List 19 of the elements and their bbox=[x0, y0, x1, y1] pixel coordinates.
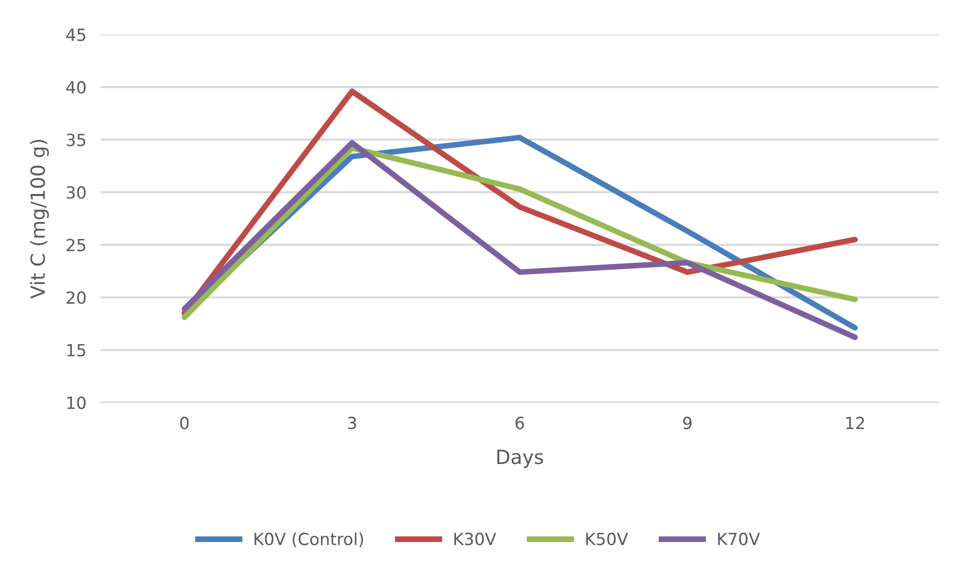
x-tick-label: 3 bbox=[348, 416, 356, 430]
y-tick-label: 20 bbox=[66, 291, 86, 304]
y-tick-label: 10 bbox=[67, 396, 86, 410]
y-tick-label: 40 bbox=[66, 81, 86, 94]
y-tick-label: 25 bbox=[66, 238, 86, 252]
y-tick-label: 15 bbox=[67, 344, 86, 356]
x-axis-title: Days bbox=[497, 450, 544, 468]
y-tick-label: 35 bbox=[66, 134, 86, 146]
x-tick-label: 9 bbox=[683, 416, 692, 430]
legend-label: K30V bbox=[454, 532, 496, 546]
x-tick-label: 6 bbox=[516, 416, 524, 430]
x-tick-label: 0 bbox=[180, 416, 189, 430]
legend-label: K70V bbox=[718, 532, 760, 546]
x-tick-label: 12 bbox=[846, 416, 864, 430]
y-tick-label: 30 bbox=[66, 186, 86, 199]
y-tick-label: 45 bbox=[66, 28, 86, 42]
y-axis-title: Vit C (mg/100 g) bbox=[30, 140, 49, 299]
legend-label: K0V (Control) bbox=[254, 532, 363, 548]
legend-label: K50V bbox=[586, 532, 628, 546]
